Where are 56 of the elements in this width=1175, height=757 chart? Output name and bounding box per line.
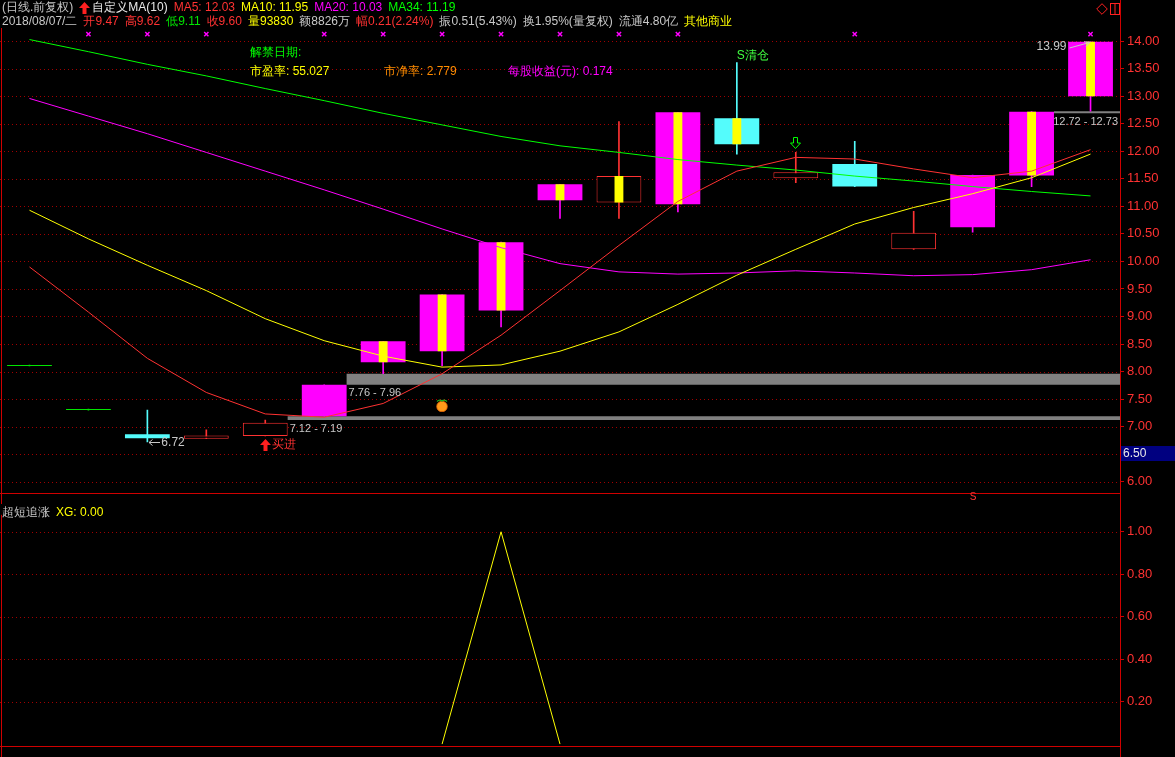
text: XG: 0.00 [56,505,104,519]
y-tick-label: 7.00 [1127,418,1153,434]
y-tick-label: 7.50 [1127,390,1153,406]
y-tick-label: 11.50 [1127,170,1159,186]
y-tick-label: 12.50 [1127,115,1160,131]
y-tick-label: 14.00 [1127,32,1160,48]
annotation: 市净率: 2.779 [384,64,457,78]
y-tick-label: 10.00 [1127,253,1160,268]
chart-subtitle: 自定义MA(10) [92,0,168,14]
y-tick-label: 0.80 [1127,565,1153,581]
annotation: 12.72 - 12.73 [1053,114,1119,127]
annotation: 其他商业 [684,14,733,28]
text: MA20: 10.03 [314,0,383,14]
annotation: 7.12 - 7.19 [289,421,343,434]
annotation: 幅0.21(2.24%) [356,14,434,28]
annotation: 开9.47 [83,14,119,28]
bar [614,176,624,203]
annotation: 换1.95%(量复权) [522,14,613,28]
bar [732,118,742,145]
annotation: 振0.51(5.43%) [439,14,517,28]
y-tick-label: 12.00 [1127,142,1160,158]
annotation: 13.99 [1036,39,1067,54]
y-tick-label: 1.00 [1127,523,1153,539]
text: MA10: 11.95 [241,0,309,14]
annotation: 低9.11 [166,14,201,28]
y-tick-label: 9.50 [1127,280,1153,296]
y-tick-label: 13.00 [1127,87,1160,103]
y-tick-label: 6.00 [1127,473,1153,489]
y-tick-label: 0.20 [1127,693,1153,709]
annotation: 6.72 [161,435,186,450]
text: 6.50 [1123,446,1147,461]
annotation: 每股收益(元): 0.174 [508,64,613,78]
y-tick-label: 10.50 [1127,225,1160,241]
chart-title: 超短追涨 [2,505,50,519]
y-tick-label: 0.60 [1127,608,1153,624]
y-tick-label: 9.00 [1127,308,1153,324]
chart-title: (日线.前复权) [2,0,74,14]
y-tick-label: 8.00 [1127,363,1153,379]
annotation: 高9.62 [124,14,161,28]
y-tick-label: 13.50 [1127,60,1160,76]
text: MA34: 11.19 [388,0,456,14]
annotation: S清仓 [736,48,769,62]
annotation: 解禁日期: [250,45,302,59]
annotation: 买进 [272,437,297,452]
y-tick-label: 11.00 [1127,197,1159,213]
annotation: 市盈率: 55.027 [250,64,330,78]
annotation: 流通4.80亿 [618,14,679,28]
annotation: 额8826万 [299,14,351,28]
annotation: 2018/08/07/二 [2,14,78,28]
annotation: 量93830 [247,14,294,28]
annotation: 收9.60 [206,14,242,28]
annotation: S [969,491,977,502]
y-tick-label: 0.40 [1127,650,1153,666]
y-tick-label: 8.50 [1127,335,1153,351]
annotation: 7.76 - 7.96 [348,386,402,399]
text: MA5: 12.03 [173,0,236,14]
